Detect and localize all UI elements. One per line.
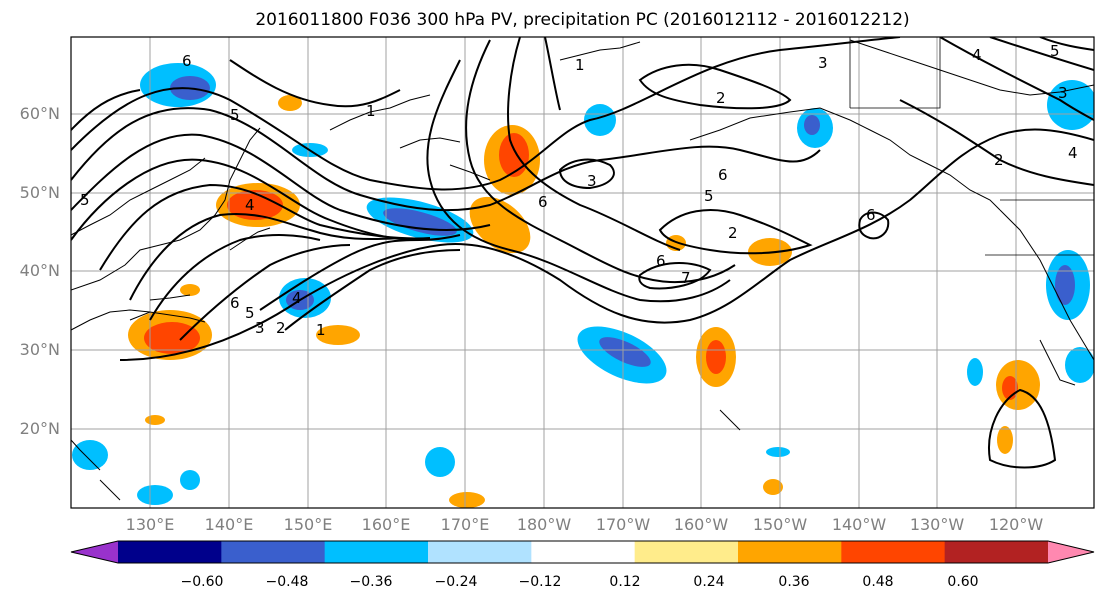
contour-label: 1 <box>316 321 326 339</box>
map-title: 2016011800 F036 300 hPa PV, precipitatio… <box>255 10 910 30</box>
contour-label: 6 <box>230 294 240 312</box>
contour-label: 6 <box>182 52 192 70</box>
colorbar-tick-label: 0.60 <box>947 574 979 590</box>
contour-label: 5 <box>80 191 90 209</box>
colorbar-tick-label: 0.12 <box>609 574 641 590</box>
contour-label: 5 <box>704 187 714 205</box>
colorbar-tick-label: 0.48 <box>862 574 894 590</box>
contour-label: 3 <box>818 54 828 72</box>
lon-label: 170°W <box>595 515 651 534</box>
lon-label: 150°E <box>283 515 333 534</box>
contour-label: 4 <box>1068 144 1078 162</box>
contour-label: 6 <box>538 193 548 211</box>
contour-label: 6 <box>718 166 728 184</box>
borders <box>849 37 1094 256</box>
lat-label-60n: 60°N <box>19 104 60 123</box>
contour-label: 3 <box>587 172 597 190</box>
contour-label: 5 <box>245 304 255 322</box>
lat-label-40n: 40°N <box>19 261 60 280</box>
lon-label: 160°W <box>673 515 729 534</box>
lon-label: 130°E <box>125 515 175 534</box>
lon-label: 120°W <box>988 515 1044 534</box>
coastlines <box>71 39 1094 501</box>
colorbar-tick-label: −0.12 <box>518 574 562 590</box>
contour-label: 4 <box>292 289 302 307</box>
lat-label-50n: 50°N <box>19 183 60 202</box>
lon-label: 140°E <box>204 515 254 534</box>
contour-label: 2 <box>276 319 286 337</box>
precipitation-shading <box>72 63 1094 508</box>
contour-label: 7 <box>681 269 691 287</box>
contour-label: 1 <box>366 102 376 120</box>
colorbar-tick-label: −0.36 <box>349 574 393 590</box>
contour-label: 2 <box>728 224 738 242</box>
contour-label: 4 <box>972 46 982 64</box>
contour-label: 4 <box>245 196 255 214</box>
contour-label: 6 <box>656 252 666 270</box>
map-frame <box>70 36 1095 509</box>
lat-label-20n: 20°N <box>19 419 60 438</box>
lat-label-30n: 30°N <box>19 340 60 359</box>
lon-label: 180°W <box>516 515 572 534</box>
colorbar-tick-label: −0.48 <box>265 574 309 590</box>
contour-label: 5 <box>230 106 240 124</box>
colorbar-tick-label: 0.24 <box>693 574 725 590</box>
contour-label: 6 <box>866 206 876 224</box>
lon-label: 160°E <box>361 515 411 534</box>
contour-label: 2 <box>994 151 1004 169</box>
gridlines <box>71 37 1094 508</box>
contour-label: 2 <box>716 89 726 107</box>
colorbar-tick-label: 0.36 <box>778 574 810 590</box>
lon-label: 140°W <box>831 515 887 534</box>
contour-label: 3 <box>1058 84 1068 102</box>
contour-label: 1 <box>575 56 585 74</box>
pv-contours <box>71 37 1094 469</box>
lon-label: 130°W <box>909 515 965 534</box>
contour-label: 3 <box>255 319 265 337</box>
lon-label: 150°W <box>752 515 808 534</box>
contour-label: 5 <box>1050 42 1060 60</box>
contour-labels: 6 5 4 3 2 1 6 5 4 3 2 1 6 7 6 5 2 3 4 6 … <box>80 42 1078 339</box>
colorbar-tick-label: −0.24 <box>434 574 478 590</box>
lon-label: 170°E <box>440 515 490 534</box>
colorbar-tick-label: −0.60 <box>180 574 224 590</box>
